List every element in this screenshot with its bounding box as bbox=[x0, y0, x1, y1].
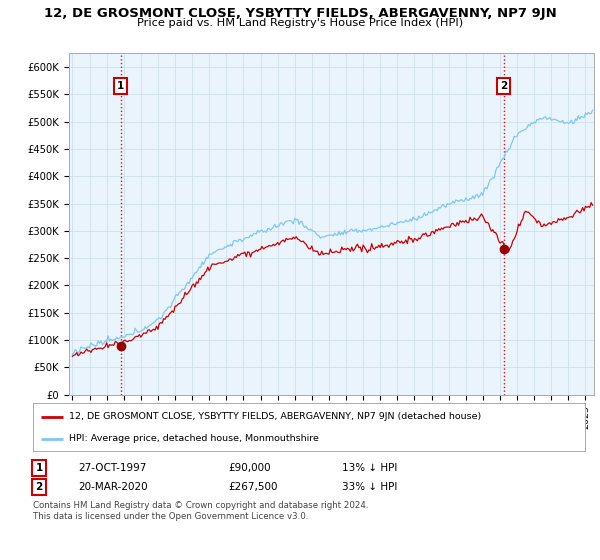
Text: 27-OCT-1997: 27-OCT-1997 bbox=[78, 463, 146, 473]
Text: HPI: Average price, detached house, Monmouthshire: HPI: Average price, detached house, Monm… bbox=[69, 435, 319, 444]
Text: 12, DE GROSMONT CLOSE, YSBYTTY FIELDS, ABERGAVENNY, NP7 9JN (detached house): 12, DE GROSMONT CLOSE, YSBYTTY FIELDS, A… bbox=[69, 412, 481, 421]
Text: Contains HM Land Registry data © Crown copyright and database right 2024.
This d: Contains HM Land Registry data © Crown c… bbox=[33, 501, 368, 521]
Text: 13% ↓ HPI: 13% ↓ HPI bbox=[342, 463, 397, 473]
Text: £267,500: £267,500 bbox=[228, 482, 277, 492]
Text: £90,000: £90,000 bbox=[228, 463, 271, 473]
Text: 2: 2 bbox=[500, 81, 508, 91]
Text: 33% ↓ HPI: 33% ↓ HPI bbox=[342, 482, 397, 492]
Text: 20-MAR-2020: 20-MAR-2020 bbox=[78, 482, 148, 492]
Text: 2: 2 bbox=[35, 482, 43, 492]
Text: 12, DE GROSMONT CLOSE, YSBYTTY FIELDS, ABERGAVENNY, NP7 9JN: 12, DE GROSMONT CLOSE, YSBYTTY FIELDS, A… bbox=[44, 7, 556, 20]
Text: 1: 1 bbox=[117, 81, 124, 91]
Text: Price paid vs. HM Land Registry's House Price Index (HPI): Price paid vs. HM Land Registry's House … bbox=[137, 18, 463, 28]
Text: 1: 1 bbox=[35, 463, 43, 473]
